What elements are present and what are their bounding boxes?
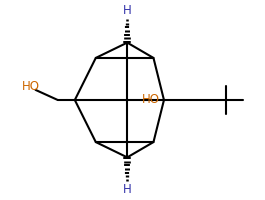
Text: H: H [123,183,132,196]
Text: H: H [123,4,132,17]
Text: HO: HO [142,93,160,106]
Text: HO: HO [22,80,40,93]
